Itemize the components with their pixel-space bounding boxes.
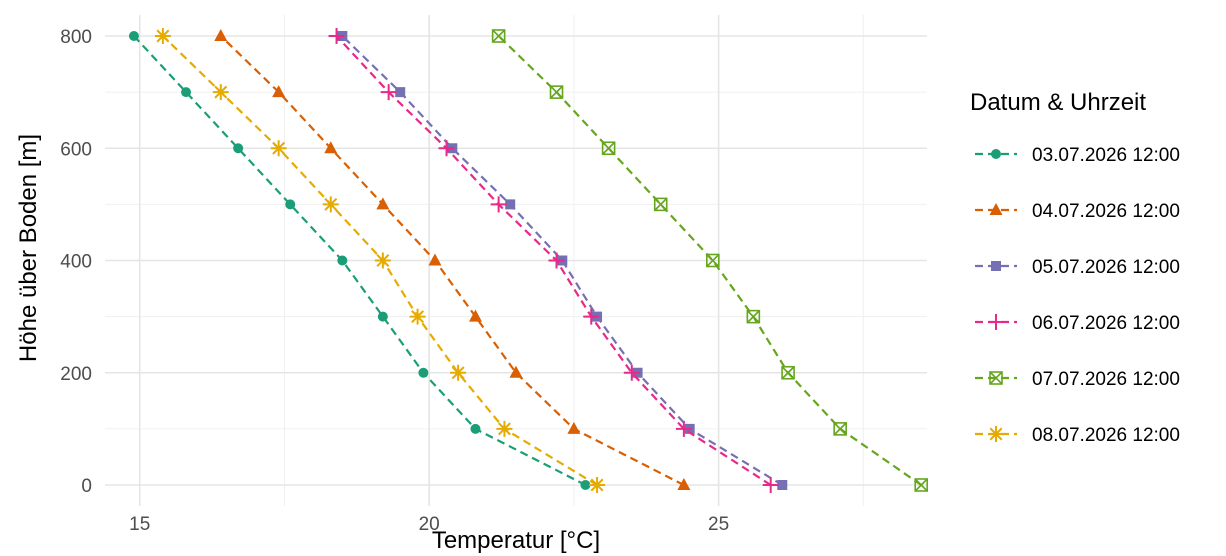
legend-key-marker <box>988 314 1004 330</box>
data-point <box>380 84 397 101</box>
x-tick-label: 20 <box>419 514 440 535</box>
y-axis: 0 200 400 600 800 <box>60 27 92 497</box>
data-point <box>450 364 467 381</box>
series-2 <box>214 29 691 490</box>
data-point <box>548 252 565 269</box>
data-point <box>601 141 616 156</box>
data-point <box>762 477 779 493</box>
data-point <box>470 423 481 434</box>
data-point <box>583 308 600 325</box>
series-5 <box>491 29 929 492</box>
data-point <box>154 28 171 44</box>
series-line <box>497 35 922 486</box>
data-point <box>212 84 229 101</box>
legend-item: 08.07.2026 12:00 <box>975 425 1180 446</box>
legend-label: 03.07.2026 12:00 <box>1032 145 1180 166</box>
series-6 <box>154 28 606 493</box>
data-point <box>914 478 929 492</box>
data-point <box>128 31 139 41</box>
legend-key-marker <box>989 203 1003 215</box>
legend-key-marker <box>991 149 1001 159</box>
legend-label: 05.07.2026 12:00 <box>1032 257 1180 278</box>
data-point <box>233 143 244 154</box>
data-point <box>491 29 506 43</box>
series-layer <box>128 28 929 493</box>
data-point <box>376 197 390 210</box>
series-line <box>341 35 783 486</box>
data-point <box>505 199 516 210</box>
data-point <box>549 85 564 99</box>
data-point <box>374 252 391 269</box>
data-point <box>490 196 507 213</box>
data-point <box>418 367 429 378</box>
data-point <box>428 253 442 266</box>
legend-item: 06.07.2026 12:00 <box>975 313 1180 334</box>
legend: Datum & Uhrzeit 03.07.2026 12:00 04.07.20… <box>970 89 1180 446</box>
legend-label: 08.07.2026 12:00 <box>1032 425 1180 446</box>
x-tick-label: 25 <box>708 514 729 535</box>
legend-key-marker <box>991 261 1001 271</box>
data-point <box>580 480 591 490</box>
legend-label: 06.07.2026 12:00 <box>1032 313 1180 334</box>
y-tick-label: 200 <box>60 364 92 385</box>
legend-key-marker <box>989 371 1003 385</box>
legend-item: 03.07.2026 12:00 <box>975 145 1180 166</box>
data-point <box>409 308 426 325</box>
data-point <box>468 309 482 322</box>
data-point <box>675 420 692 437</box>
data-point <box>589 477 606 493</box>
data-point <box>214 29 228 41</box>
y-axis-title: Höhe über Boden [m] <box>15 134 42 362</box>
data-point <box>377 311 388 322</box>
legend-item: 04.07.2026 12:00 <box>975 201 1180 222</box>
grid-minor <box>105 15 927 506</box>
y-tick-label: 0 <box>81 476 92 497</box>
data-point <box>181 87 192 98</box>
data-point <box>781 365 795 380</box>
legend-title: Datum & Uhrzeit <box>970 89 1146 116</box>
data-point <box>324 141 338 154</box>
grid-major <box>105 15 927 506</box>
data-point <box>496 420 513 437</box>
y-tick-label: 800 <box>60 27 92 48</box>
y-tick-label: 600 <box>60 139 92 160</box>
data-point <box>706 253 720 268</box>
series-1 <box>128 31 591 490</box>
legend-key-marker <box>988 426 1004 442</box>
data-point <box>438 140 455 157</box>
legend-item: 05.07.2026 12:00 <box>975 257 1180 278</box>
x-tick-label: 15 <box>129 514 150 535</box>
data-point <box>567 421 581 434</box>
data-point <box>653 197 668 212</box>
data-point <box>328 28 345 44</box>
data-point <box>270 140 287 157</box>
data-point <box>833 422 847 436</box>
x-axis: 15 20 25 <box>129 514 729 535</box>
y-tick-label: 400 <box>60 252 92 273</box>
legend-label: 07.07.2026 12:00 <box>1032 369 1180 390</box>
legend-label: 04.07.2026 12:00 <box>1032 201 1180 222</box>
x-axis-title: Temperatur [°C] <box>432 527 600 554</box>
data-point <box>623 364 640 381</box>
data-point <box>395 87 406 98</box>
data-point <box>777 480 788 490</box>
data-point <box>746 309 761 324</box>
data-point <box>322 196 339 213</box>
data-point <box>337 255 348 266</box>
legend-item: 07.07.2026 12:00 <box>975 369 1180 390</box>
series-4 <box>328 28 779 493</box>
data-point <box>509 365 523 378</box>
data-point <box>272 85 286 98</box>
data-point <box>677 478 691 490</box>
data-point <box>285 199 296 210</box>
